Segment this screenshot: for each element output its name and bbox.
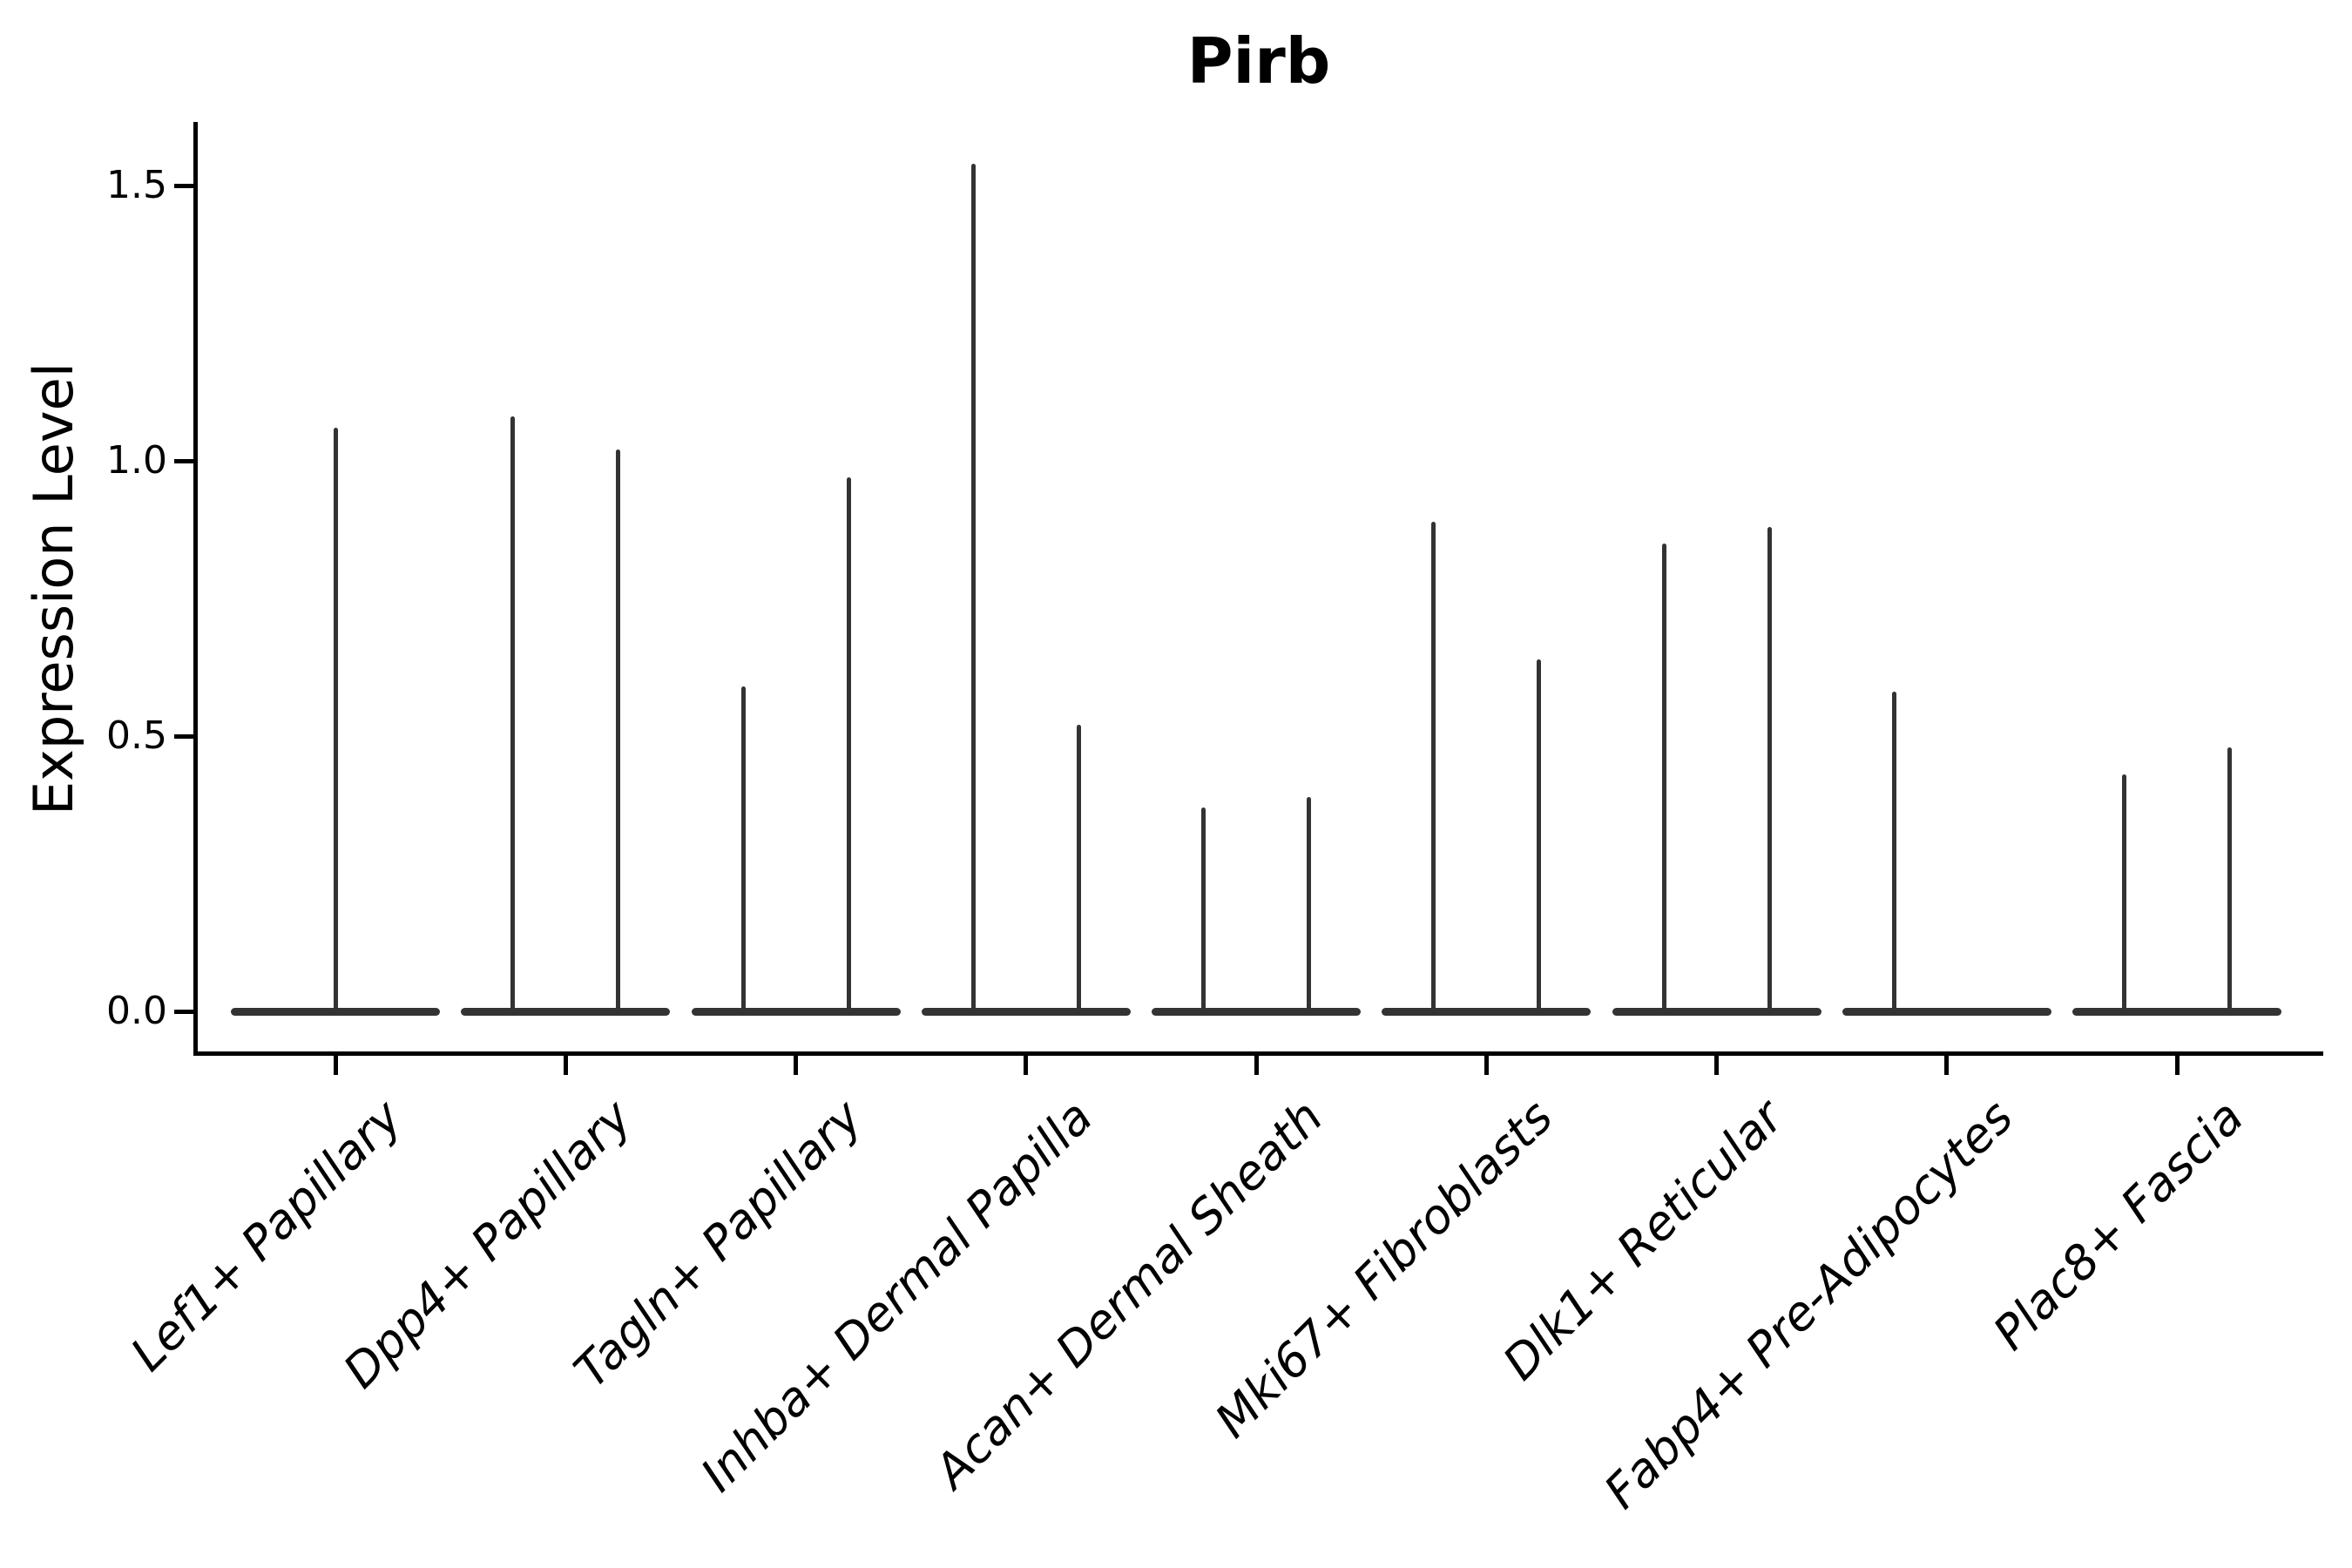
x-tick-mark [2174, 1056, 2180, 1075]
violin-spike [1431, 521, 1436, 1014]
plot-title: Pirb [1186, 24, 1331, 98]
violin-spike [2227, 747, 2232, 1014]
x-tick-label: Acan+ Dermal Sheath [923, 1089, 1334, 1499]
violin-spike [1537, 659, 1542, 1014]
x-axis-spine [193, 1051, 2323, 1056]
x-tick-mark [1714, 1056, 1719, 1075]
violin-base [461, 1007, 671, 1016]
x-tick-label: Inhba+ Dermal Papilla [690, 1089, 1103, 1503]
violin-spike [1307, 796, 1311, 1014]
violin-spike [970, 163, 976, 1014]
violin-spike [616, 449, 621, 1014]
violin-spike [846, 476, 851, 1014]
violin-spike [1661, 543, 1666, 1014]
x-tick-mark [1944, 1056, 1950, 1075]
y-axis-spine [193, 122, 198, 1056]
violin-spike [333, 428, 338, 1014]
y-tick-mark [174, 458, 193, 463]
y-axis-label: Expression Level [22, 362, 85, 815]
y-tick-mark [174, 733, 193, 739]
y-tick-label: 0.0 [106, 989, 167, 1033]
violin-spike [1076, 725, 1081, 1014]
x-tick-label: Plac8+ Fascia [1982, 1089, 2254, 1361]
violin-spike [1891, 692, 1896, 1014]
y-tick-label: 1.5 [106, 163, 167, 207]
violin-spike [510, 416, 516, 1014]
x-tick-mark [1484, 1056, 1489, 1075]
x-tick-mark [1254, 1056, 1259, 1075]
violin-spike [1767, 526, 1772, 1014]
violin-base [1842, 1007, 2051, 1016]
y-tick-mark [174, 1009, 193, 1014]
violin-base [2072, 1007, 2281, 1016]
violin-base [1152, 1007, 1361, 1016]
violin-base [921, 1007, 1131, 1016]
y-tick-label: 1.0 [106, 438, 167, 483]
violin-base [691, 1007, 901, 1016]
violin-spike [1201, 808, 1206, 1014]
violin-spike [2122, 774, 2126, 1014]
x-tick-mark [1024, 1056, 1029, 1075]
y-tick-label: 0.5 [106, 713, 167, 758]
x-tick-mark [563, 1056, 568, 1075]
x-tick-mark [333, 1056, 338, 1075]
violin-base [1612, 1007, 1821, 1016]
violin-spike [740, 686, 746, 1014]
x-tick-mark [794, 1056, 798, 1075]
violin-base [1382, 1007, 1592, 1016]
x-tick-label: Fabp4+ Pre-Adipocytes [1593, 1089, 2024, 1519]
y-tick-mark [174, 183, 193, 188]
